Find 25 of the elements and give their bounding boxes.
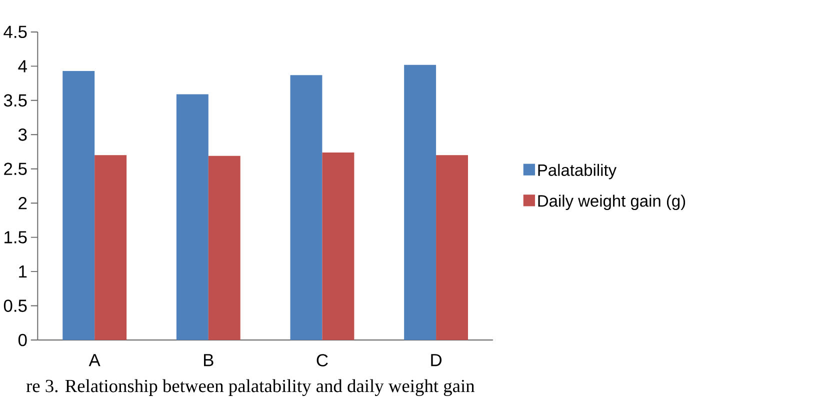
y-tick-label: 1 [19,266,27,278]
y-tick-label: 0.5 [4,300,27,312]
bar [94,155,127,340]
y-tick-label: 1.5 [4,231,27,244]
bar [322,152,354,340]
y-tick-label: 2.5 [4,162,27,176]
y-tick-label: 4.5 [4,26,27,38]
bar [208,156,240,340]
legend-label: Palatability [538,164,617,180]
y-tick-label: 4 [18,60,27,72]
bar [290,75,322,340]
text: re 3. Relationship between palatability and daily weight gain [26,379,475,396]
y-tick-label: 3 [18,128,27,141]
x-tick-label: C [316,354,328,366]
x-tick-label: B [204,354,214,366]
bar [176,94,208,340]
y-tick-label: 2 [18,196,27,210]
y-tick-label: 3.5 [4,94,27,107]
x-tick-label: A [88,354,100,366]
x-tick-label: D [431,354,442,366]
bar [436,155,468,340]
legend-label: Daily weight gain (g) [538,194,686,210]
bar [404,64,436,340]
y-tick-label: 0 [18,334,27,346]
bar [62,70,95,340]
